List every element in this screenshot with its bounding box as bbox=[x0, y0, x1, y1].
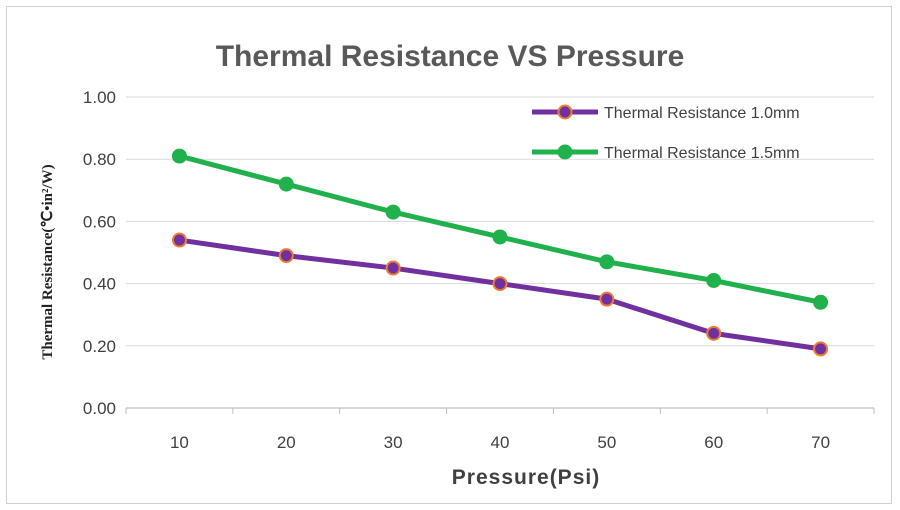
x-tick-label: 10 bbox=[170, 433, 189, 452]
x-tick-labels: 10 20 30 40 50 60 70 bbox=[170, 433, 830, 452]
y-tick-label: 0.00 bbox=[83, 399, 116, 418]
legend-label-1: Thermal Resistance 1.0mm bbox=[604, 105, 800, 122]
data-point bbox=[599, 291, 615, 307]
x-tick-label: 70 bbox=[811, 433, 830, 452]
y-tick-labels: 0.00 0.20 0.40 0.60 0.80 1.00 bbox=[83, 88, 116, 418]
y-tick-label: 1.00 bbox=[83, 88, 116, 107]
chart-title: Thermal Resistance VS Pressure bbox=[216, 40, 685, 73]
data-point bbox=[492, 276, 508, 292]
legend-label-2: Thermal Resistance 1.5mm bbox=[604, 145, 800, 162]
series-line-1 bbox=[176, 237, 824, 352]
y-tick-label: 0.40 bbox=[83, 275, 116, 294]
data-point bbox=[813, 294, 829, 310]
y-tick-label: 0.80 bbox=[83, 150, 116, 169]
x-tick-label: 40 bbox=[491, 433, 510, 452]
gridlines bbox=[126, 96, 874, 347]
legend-marker-2 bbox=[557, 144, 573, 160]
x-tick-label: 50 bbox=[597, 433, 616, 452]
legend: Thermal Resistance 1.0mm Thermal Resistan… bbox=[532, 104, 800, 162]
x-tick-label: 20 bbox=[277, 433, 296, 452]
x-tick-label: 30 bbox=[384, 433, 403, 452]
data-point bbox=[278, 176, 294, 192]
y-axis-label: Thermal Resistance(℃•in²/W) bbox=[40, 164, 56, 359]
x-tick-label: 60 bbox=[704, 433, 723, 452]
y-tick-label: 0.60 bbox=[83, 212, 116, 231]
data-point bbox=[706, 325, 722, 341]
x-axis-label: Pressure(Psi) bbox=[452, 466, 600, 489]
chart-frame bbox=[6, 6, 892, 504]
data-point bbox=[599, 254, 615, 270]
series-group bbox=[171, 148, 829, 357]
data-point bbox=[171, 232, 187, 248]
data-point bbox=[278, 248, 294, 264]
y-tick-label: 0.20 bbox=[83, 337, 116, 356]
data-point bbox=[492, 229, 508, 245]
axes bbox=[125, 407, 875, 414]
data-point bbox=[385, 260, 401, 276]
data-point bbox=[706, 272, 722, 288]
data-point bbox=[171, 148, 187, 164]
data-point bbox=[813, 341, 829, 357]
data-point bbox=[385, 204, 401, 220]
legend-marker-1 bbox=[557, 104, 573, 120]
